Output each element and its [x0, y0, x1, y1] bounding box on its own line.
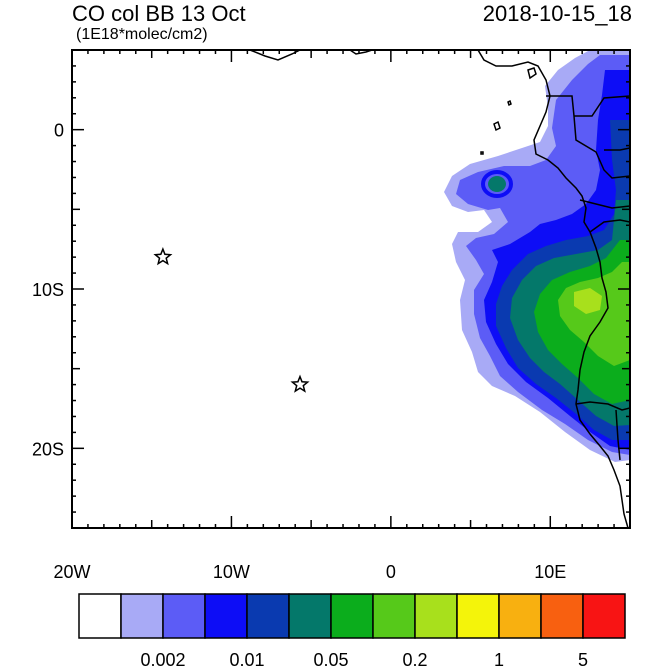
plume-blob-blue — [481, 170, 513, 198]
colorbar-label: 0.05 — [313, 650, 348, 667]
island-sao-tome — [493, 120, 501, 132]
colorbar-swatch — [246, 593, 290, 639]
lat-label: 20S — [32, 439, 64, 459]
colorbar-label: 0.01 — [229, 650, 264, 667]
lat-label: 10S — [32, 280, 64, 300]
axis-labels: 20W 10W 0 10E 0 10S 20S — [32, 121, 566, 582]
colorbar-swatch — [162, 593, 206, 639]
island-annobon — [480, 151, 484, 155]
colorbar-swatch — [456, 593, 500, 639]
lon-label: 10E — [534, 562, 566, 582]
colorbar-swatch — [540, 593, 584, 639]
colorbar: 0.002 0.01 0.05 0.2 1 5 — [78, 593, 626, 667]
axis-ticks — [71, 49, 631, 529]
plume-blob-teal — [488, 176, 506, 192]
colorbar-swatch — [78, 593, 122, 639]
colorbar-swatch — [330, 593, 374, 639]
lon-label: 0 — [386, 562, 396, 582]
co-plume-field — [444, 50, 630, 462]
island-principe — [507, 99, 512, 107]
colorbar-swatch — [498, 593, 542, 639]
lon-label: 20W — [53, 562, 90, 582]
coastline-gulf-of-guinea — [249, 50, 301, 61]
colorbar-label: 5 — [578, 650, 588, 667]
plume-level-7 — [558, 262, 630, 366]
colorbar-label: 0.002 — [140, 650, 185, 667]
plume-level-8 — [574, 288, 602, 314]
colorbar-swatch — [372, 593, 416, 639]
lat-label: 0 — [54, 121, 64, 141]
colorbar-label: 1 — [494, 650, 504, 667]
colorbar-label: 0.2 — [402, 650, 427, 667]
units-label: (1E18*molec/cm2) — [76, 26, 208, 43]
coastline-africa-west — [477, 50, 629, 528]
colorbar-swatch — [582, 593, 626, 639]
colorbar-swatch — [120, 593, 164, 639]
island-bioko — [527, 67, 537, 80]
lon-label: 10W — [213, 562, 250, 582]
markers — [153, 247, 310, 393]
coastlines — [249, 50, 630, 528]
colorbar-swatch — [288, 593, 332, 639]
colorbar-swatch — [414, 593, 458, 639]
star-marker — [153, 247, 173, 266]
timestamp-label: 2018-10-15_18 — [482, 1, 632, 26]
map-title: CO col BB 13 Oct — [72, 1, 246, 26]
colorbar-swatch — [204, 593, 248, 639]
border-lines — [546, 95, 630, 461]
star-marker — [290, 374, 310, 393]
